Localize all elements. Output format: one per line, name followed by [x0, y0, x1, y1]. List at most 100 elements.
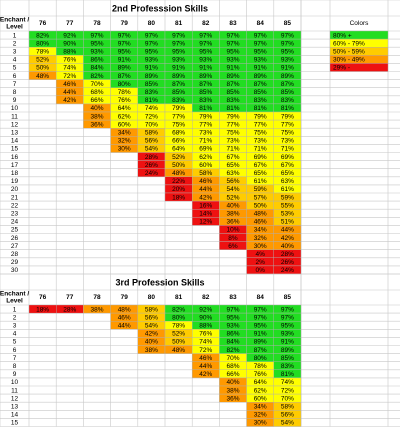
row-label: 26 — [11, 235, 19, 242]
cell-value: 97% — [281, 306, 294, 313]
cell-value: 88% — [199, 322, 212, 329]
cell-value: 32% — [254, 235, 267, 242]
row-label: 14 — [11, 138, 19, 145]
cell-value: 42% — [199, 371, 212, 378]
cell-value: 85% — [145, 81, 158, 88]
row-label: 25 — [11, 227, 19, 234]
cell-value: 64% — [172, 146, 185, 153]
row-label: 7 — [13, 355, 17, 362]
cell-value: 83% — [226, 97, 239, 104]
cell-value: 78% — [36, 48, 49, 55]
cell-value: 93% — [199, 57, 212, 64]
cell-value: 91% — [145, 65, 158, 72]
cell-fill — [273, 418, 302, 427]
cell-value: 30% — [118, 146, 131, 153]
cell-value: 89% — [145, 73, 158, 80]
cell-value: 28% — [63, 306, 76, 313]
row-label: 11 — [11, 387, 18, 394]
cell-value: 83% — [145, 89, 158, 96]
cell-value: 48% — [36, 73, 49, 80]
column-header: 79 — [121, 294, 129, 301]
row-label: 9 — [13, 371, 17, 378]
row-label: 13 — [11, 129, 19, 136]
cell-value: 40% — [90, 105, 103, 112]
cell-value: 30% — [254, 420, 267, 427]
column-header: 83 — [229, 20, 237, 27]
column-header: 76 — [39, 20, 47, 27]
cell-value: 81% — [199, 105, 212, 112]
corner-label: Level — [6, 298, 23, 305]
row-label: 4 — [13, 57, 17, 64]
cell-value: 73% — [281, 138, 294, 145]
cell-value: 74% — [145, 105, 158, 112]
cell-value: 38% — [145, 347, 158, 354]
cell-value: 12% — [199, 219, 212, 226]
cell-value: 77% — [199, 121, 212, 128]
cell-value: 44% — [118, 322, 131, 329]
cell-value: 97% — [226, 306, 239, 313]
cell-value: 44% — [63, 89, 76, 96]
cell-value: 93% — [281, 331, 294, 338]
row-label: 21 — [11, 194, 19, 201]
cell-value: 16% — [199, 202, 212, 209]
cell-value: 63% — [226, 170, 239, 177]
cell-value: 81% — [281, 371, 294, 378]
cell-value: 87% — [281, 81, 294, 88]
cell-value: 95% — [172, 48, 185, 55]
cell-value: 10% — [226, 227, 239, 234]
cell-value: 6% — [228, 243, 238, 250]
cell-value: 56% — [281, 412, 294, 419]
cell-value: 87% — [254, 81, 267, 88]
cell-value: 79% — [281, 113, 294, 120]
row-label: 12 — [11, 395, 19, 402]
cell-value: 32% — [254, 412, 267, 419]
cell-value: 81% — [254, 105, 267, 112]
cell-value: 85% — [254, 89, 267, 96]
cell-value: 57% — [254, 194, 267, 201]
cell-value: 67% — [226, 154, 239, 161]
row-label: 28 — [11, 251, 19, 258]
table-title: 3rd Profession Skills — [115, 277, 204, 287]
row-label: 14 — [11, 412, 19, 419]
cell-value: 63% — [281, 178, 294, 185]
cell-value: 89% — [172, 73, 185, 80]
cell-value: 83% — [281, 363, 294, 370]
cell-value: 54% — [226, 186, 239, 193]
cell-value: 82% — [172, 306, 185, 313]
cell-value: 75% — [254, 129, 267, 136]
row-label: 29 — [11, 259, 19, 266]
row-label: 13 — [11, 403, 19, 410]
cell-value: 89% — [281, 347, 294, 354]
cell-value: 75% — [226, 129, 239, 136]
cell-value: 82% — [36, 32, 49, 39]
cell-value: 93% — [172, 57, 185, 64]
cell-value: 91% — [281, 339, 294, 346]
cell-value: 69% — [199, 146, 212, 153]
legend-label: 60% - 79% — [333, 40, 365, 47]
row-label: 6 — [13, 347, 17, 354]
cell-value: 75% — [281, 129, 294, 136]
row-label: 3 — [13, 48, 17, 55]
cell-value: 77% — [281, 121, 294, 128]
cell-value: 67% — [281, 162, 294, 169]
cell-value: 52% — [172, 154, 185, 161]
cell-value: 60% — [254, 395, 267, 402]
cell-value: 52% — [226, 194, 239, 201]
cell-value: 75% — [172, 121, 185, 128]
cell-value: 54% — [145, 146, 158, 153]
cell-value: 86% — [226, 331, 239, 338]
cell-value: 93% — [226, 57, 239, 64]
cell-value: 52% — [172, 331, 185, 338]
cell-value: 95% — [118, 48, 131, 55]
cell-value: 84% — [90, 65, 103, 72]
cell-value: 85% — [199, 89, 212, 96]
cell-value: 66% — [172, 138, 185, 145]
cell-value: 40% — [281, 243, 294, 250]
cell-value: 97% — [226, 40, 239, 47]
cell-value: 76% — [118, 97, 131, 104]
row-label: 1 — [13, 306, 17, 313]
row-label: 9 — [13, 97, 17, 104]
cell-value: 26% — [145, 162, 158, 169]
cell-value: 66% — [90, 97, 103, 104]
column-header: 84 — [257, 20, 265, 27]
